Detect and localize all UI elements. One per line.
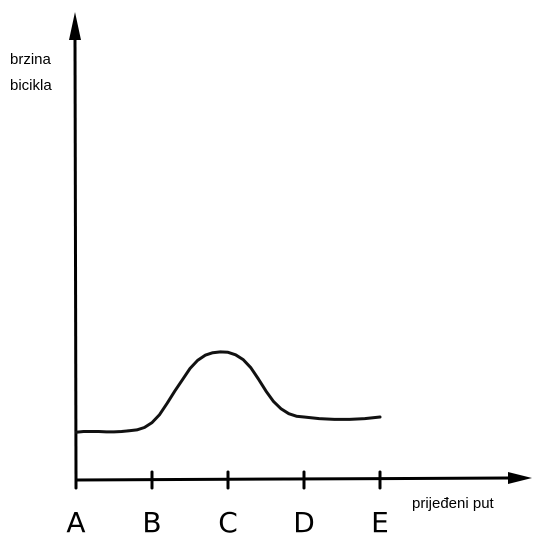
x-axis-ticks — [74, 470, 382, 490]
y-axis-arrowhead — [69, 12, 81, 40]
x-axis — [74, 476, 512, 482]
y-axis-label-line-1: brzina — [10, 51, 52, 68]
x-axis-label: prijeđeni put — [412, 495, 495, 512]
x-tick-label-c: C — [218, 506, 238, 536]
x-tick-label-b: B — [142, 506, 161, 536]
x-tick-label-a: A — [66, 506, 85, 536]
speed-curve — [74, 350, 382, 434]
x-axis-arrowhead — [508, 472, 532, 484]
x-tick-label-e: E — [371, 506, 389, 536]
chart-axes — [69, 12, 532, 484]
x-tick-label-d: D — [293, 506, 315, 536]
x-axis-tick-labels: A B C D E — [66, 506, 388, 536]
y-axis — [73, 38, 78, 482]
y-axis-label-line-2: bicikla — [10, 77, 52, 94]
